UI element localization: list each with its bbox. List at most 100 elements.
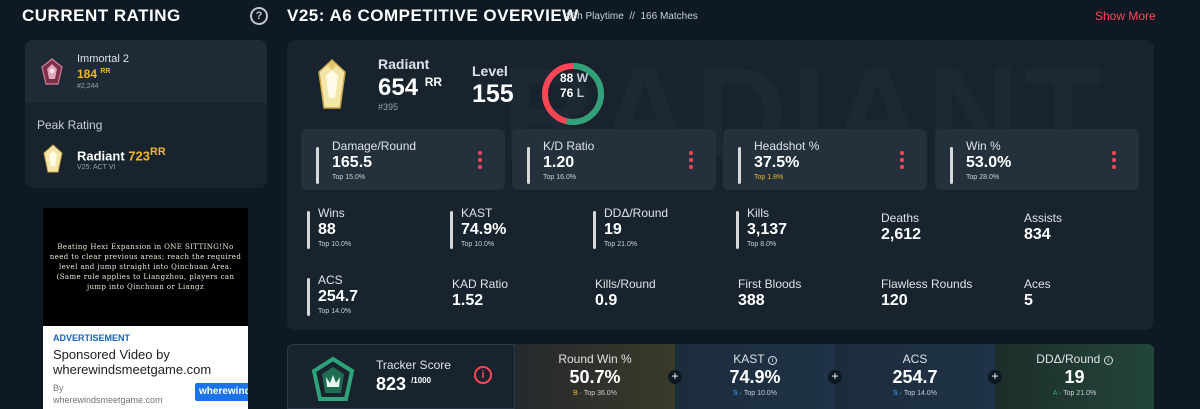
stat-aces: Aces 5 [1024, 277, 1154, 327]
stat-kast: KAST 74.9% Top 10.0% [450, 206, 590, 256]
grid-rank: Top 8.0% [747, 241, 777, 248]
tracker-cell-value: 74.9% [729, 367, 781, 387]
current-rank-row [25, 40, 267, 103]
grade-letter: S [733, 390, 738, 397]
tracker-cell-label: DDΔ/Round i [995, 352, 1154, 366]
grade-letter: A [1052, 390, 1058, 397]
grid-label: Assists [1024, 211, 1063, 225]
info-icon[interactable]: i [767, 356, 777, 365]
tracker-cell-kast[interactable]: KAST i 74.9% S · Top 10.0% [675, 344, 835, 409]
info-icon[interactable]: i [474, 366, 492, 384]
tracker-cell-rank: A · Top 21.0% [1052, 390, 1097, 397]
tracker-score-panel[interactable]: Tracker Score 823 /1000 i [287, 344, 515, 409]
wins-value: 88 [560, 71, 574, 85]
current-rr-value: 184 [77, 67, 98, 81]
stat-card-kd-ratio[interactable]: K/D Ratio 1.20 Top 16.0% [512, 129, 716, 190]
tracker-score-value: 823 /1000 [376, 374, 431, 395]
more-options-icon[interactable] [688, 151, 694, 173]
peak-rank: Radiant 723RR [77, 146, 166, 163]
stat-rank: Top 16.0% [543, 174, 577, 181]
grade-rank: Top 14.0% [903, 390, 937, 397]
ad-title[interactable]: Sponsored Video by wherewindsmeetgame.co… [53, 347, 212, 377]
grid-label: ACS [318, 273, 343, 287]
stat-wins: Wins 88 Top 10.0% [307, 206, 447, 256]
stat-card-damage-round[interactable]: Damage/Round 165.5 Top 15.0% [301, 129, 505, 190]
peak-act: V25: ACT VI [77, 164, 116, 171]
stat-label: Damage/Round [332, 139, 417, 153]
grade-rank: Top 10.0% [743, 390, 777, 397]
add-icon[interactable]: + [828, 370, 842, 384]
stat-value: 165.5 [332, 154, 373, 171]
tracker-score-max: /1000 [411, 376, 432, 385]
radiant-rank-icon [43, 144, 63, 173]
ad-by-label: By [53, 383, 64, 393]
current-rr-unit: RR [100, 68, 111, 75]
tracker-score-strip: Tracker Score 823 /1000 i Round Win % 50… [287, 344, 1154, 409]
add-icon[interactable]: + [988, 370, 1002, 384]
info-icon[interactable]: i [1103, 356, 1113, 365]
stat-bar [738, 147, 741, 184]
matches-count: 166 Matches [640, 11, 698, 22]
tracker-cell-acs[interactable]: ACS 254.7 S · Top 14.0% [835, 344, 995, 409]
more-options-icon[interactable] [899, 151, 905, 173]
stat-value: 1.20 [543, 154, 575, 171]
grid-value: 120 [881, 292, 908, 309]
grid-rank: Top 10.0% [461, 241, 495, 248]
grid-value: 388 [738, 292, 765, 309]
losses-unit: L [576, 86, 585, 100]
grid-rank: Top 21.0% [604, 241, 638, 248]
grid-label: KAST [461, 206, 493, 220]
tracker-cell-label-text: DDΔ/Round [1036, 352, 1101, 366]
add-icon[interactable]: + [668, 370, 682, 384]
overview-rr: 654 RR [378, 74, 442, 102]
tracker-cell-round-win[interactable]: Round Win % 50.7% B · Top 36.0% [515, 344, 675, 409]
grade-letter: S [893, 390, 898, 397]
overview-rr-unit: RR [424, 75, 443, 89]
more-options-icon[interactable] [477, 151, 483, 173]
grid-value: 254.7 [318, 288, 359, 305]
help-icon[interactable]: ? [250, 7, 268, 25]
grid-value: 834 [1024, 226, 1051, 243]
grid-value: 1.52 [452, 292, 484, 309]
grid-rank: Top 14.0% [318, 308, 352, 315]
overview-rr-value: 654 [378, 74, 419, 101]
tracker-cell-rank: B · Top 36.0% [573, 390, 617, 397]
playtime: 86h Playtime [566, 11, 624, 22]
tracker-score-badge-icon [311, 356, 355, 401]
stat-dd-delta-round: DDΔ/Round 19 Top 21.0% [593, 206, 733, 256]
stat-card-win-percent[interactable]: Win % 53.0% Top 28.0% [935, 129, 1139, 190]
grid-label: Flawless Rounds [881, 277, 973, 291]
wins-unit: W [576, 71, 589, 85]
stat-kad-ratio: KAD Ratio 1.52 [452, 277, 592, 327]
current-rank-card: Immortal 2 184 RR #2,244 Peak Rating Rad… [25, 40, 267, 188]
current-rating-title: CURRENT RATING [22, 6, 181, 25]
ad-video[interactable]: Beating Hexi Expansion in ONE SITTING!No… [43, 208, 248, 326]
tracker-cell-rank: S · Top 10.0% [733, 390, 777, 397]
stat-bar [450, 211, 453, 249]
peak-rr-unit: RR [150, 146, 166, 158]
more-options-icon[interactable] [1111, 151, 1117, 173]
show-more-link[interactable]: Show More [1095, 9, 1156, 23]
tracker-cell-dd-delta[interactable]: DDΔ/Round i 19 A · Top 21.0% [995, 344, 1154, 409]
tracker-cell-value: 254.7 [892, 367, 938, 387]
stat-kills: Kills 3,137 Top 8.0% [736, 206, 876, 256]
overview-card: RADIANT Radiant 654 RR #395 Level 155 88… [287, 40, 1154, 330]
immortal-rank-icon [41, 58, 63, 85]
stat-value: 37.5% [754, 154, 800, 171]
stat-card-headshot[interactable]: Headshot % 37.5% Top 1.8% [723, 129, 927, 190]
stat-rank: Top 15.0% [332, 174, 366, 181]
grid-value: 0.9 [595, 292, 618, 309]
current-rank-name: Immortal 2 [77, 53, 129, 65]
advertisement[interactable]: Beating Hexi Expansion in ONE SITTING!No… [43, 208, 248, 409]
ad-by-domain: wherewindsmeetgame.com [53, 395, 163, 405]
grid-label: DDΔ/Round [604, 206, 669, 220]
tracker-cell-label: Round Win % [558, 352, 632, 366]
stat-bar [950, 147, 953, 184]
ad-cta-button[interactable]: wherewinds [195, 383, 248, 401]
stat-bar [307, 278, 310, 316]
overview-rank-name: Radiant [378, 56, 430, 72]
tracker-score-label: Tracker Score [376, 358, 451, 372]
stat-label: K/D Ratio [543, 139, 595, 153]
meta-separator: // [629, 11, 635, 22]
current-rank-rr: 184 RR [77, 67, 111, 81]
